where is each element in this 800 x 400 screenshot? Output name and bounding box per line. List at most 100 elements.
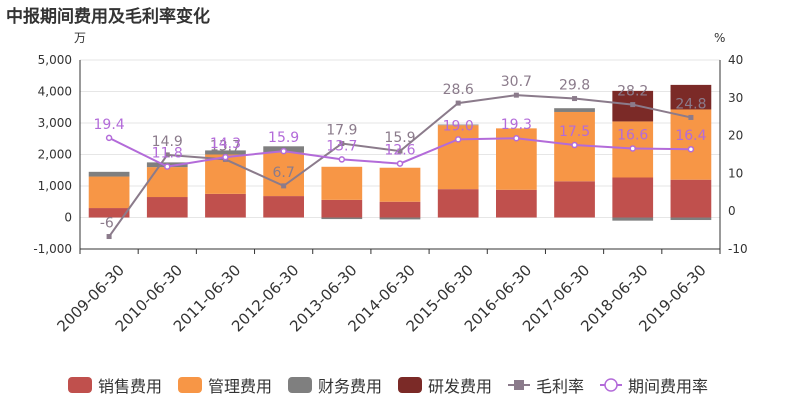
bar-财务费用	[88, 171, 130, 177]
data-label-期间费用率: 19.3	[501, 117, 532, 133]
y-left-tick-label: 3,000	[38, 116, 72, 130]
data-label-毛利率: 24.8	[675, 96, 706, 112]
point-期间费用率	[222, 153, 229, 161]
y-left-tick-label: 0	[64, 211, 72, 225]
point-期间费用率	[629, 145, 636, 152]
bar-销售费用	[321, 199, 363, 218]
bar-管理费用	[146, 167, 188, 198]
point-毛利率	[281, 183, 287, 189]
point-毛利率	[339, 141, 345, 147]
bar-管理费用	[88, 176, 130, 209]
legend-item-研发费用: 研发费用	[398, 377, 492, 396]
bar-销售费用	[437, 189, 479, 218]
bar-财务费用	[321, 217, 363, 220]
point-期间费用率	[164, 163, 171, 170]
legend-item-销售费用: 销售费用	[68, 377, 162, 396]
line-layer	[105, 92, 695, 240]
bar-销售费用	[263, 196, 304, 218]
point-期间费用率	[687, 145, 695, 153]
legend-swatch	[398, 377, 422, 393]
data-label-期间费用率: 13.7	[326, 138, 357, 154]
data-label-layer: -6. 14.9 13.7 6.7 17.9 15.9 28.6 30.7 29.8 28.2 24…	[94, 74, 707, 231]
legend-swatch	[68, 377, 92, 393]
legend-label: 期间费用率	[628, 377, 708, 396]
y-right-tick-label: 10	[728, 166, 743, 180]
legend: 销售费用 管理费用 财务费用 研发费用 毛利率 期间费用率	[68, 377, 708, 396]
point-毛利率	[164, 152, 170, 158]
data-label-毛利率: 28.2	[617, 84, 648, 100]
legend-marker	[514, 380, 524, 390]
data-label-毛利率: 14.9	[152, 134, 183, 150]
y-right-tick-label: 40	[728, 53, 743, 67]
point-期间费用率	[513, 134, 520, 142]
data-label-毛利率: 13.7	[210, 138, 241, 154]
bar-财务费用	[670, 217, 712, 221]
point-期间费用率	[338, 156, 346, 163]
legend-label: 毛利率	[536, 377, 584, 396]
data-label-期间费用率: 16.4	[675, 128, 706, 144]
bar-管理费用	[437, 125, 479, 190]
point-毛利率	[572, 96, 578, 102]
point-毛利率	[106, 234, 112, 240]
point-毛利率	[455, 100, 461, 106]
point-期间费用率	[571, 141, 578, 149]
y-right-tick-label: 0	[728, 204, 736, 218]
data-label-期间费用率: 19.0	[443, 118, 474, 134]
y-left-tick-label: 5,000	[38, 53, 72, 67]
bar-财务费用	[205, 150, 246, 155]
point-毛利率	[688, 114, 694, 120]
data-label-毛利率: -6.	[100, 216, 118, 232]
bar-管理费用	[379, 167, 421, 202]
bar-销售费用	[612, 177, 654, 218]
bar-财务费用	[379, 217, 421, 220]
data-label-期间费用率: 19.4	[94, 117, 125, 133]
bar-财务费用	[437, 124, 479, 126]
data-label-毛利率: 17.9	[326, 123, 357, 139]
legend-label: 财务费用	[318, 377, 382, 396]
bar-销售费用	[496, 189, 537, 218]
data-label-期间费用率: 17.5	[559, 124, 590, 140]
bar-销售费用	[146, 197, 188, 218]
data-label-毛利率: 6.7	[273, 165, 295, 181]
data-label-期间费用率: 14.3	[210, 136, 241, 152]
point-毛利率	[630, 102, 636, 108]
legend-item-管理费用: 管理费用	[178, 377, 272, 396]
point-毛利率	[513, 92, 519, 98]
data-label-毛利率: 29.8	[559, 78, 590, 94]
right-axis-unit: %	[714, 31, 725, 45]
data-label-期间费用率: 16.6	[617, 127, 648, 143]
bar-财务费用	[554, 108, 595, 112]
data-label-期间费用率: 12.6	[384, 143, 415, 159]
bar-管理费用	[670, 109, 712, 180]
point-毛利率	[397, 148, 403, 154]
legend-item-期间费用率: 期间费用率	[600, 377, 708, 396]
legend-item-财务费用: 财务费用	[288, 377, 382, 396]
y-left-tick-label: 4,000	[38, 85, 72, 99]
data-label-毛利率: 28.6	[443, 82, 474, 98]
legend-label: 研发费用	[428, 377, 492, 396]
data-label-期间费用率: 11.8	[152, 146, 183, 162]
y-left-tick-label: 2,000	[38, 148, 72, 162]
point-期间费用率	[280, 147, 287, 155]
chart-title: 中报期间费用及毛利率变化	[6, 7, 210, 27]
bar-销售费用	[205, 193, 246, 218]
y-right-tick-label: 30	[728, 91, 743, 105]
bar-管理费用	[263, 152, 304, 197]
y-left-tick-label: 1,000	[38, 179, 72, 193]
bar-研发费用	[670, 84, 712, 110]
legend-marker	[604, 378, 618, 392]
bar-销售费用	[88, 208, 130, 218]
legend-label: 管理费用	[208, 377, 272, 396]
point-期间费用率	[454, 136, 462, 143]
legend-label: 销售费用	[98, 377, 162, 396]
y-right-tick-label: 20	[728, 129, 743, 143]
bar-销售费用	[670, 179, 712, 218]
bar-销售费用	[379, 201, 421, 218]
legend-swatch	[288, 377, 312, 393]
y-left-tick-label: -1,000	[33, 242, 72, 256]
point-期间费用率	[396, 160, 404, 167]
legend-item-毛利率: 毛利率	[508, 377, 584, 396]
bar-管理费用	[321, 166, 363, 200]
legend-swatch	[178, 377, 202, 393]
